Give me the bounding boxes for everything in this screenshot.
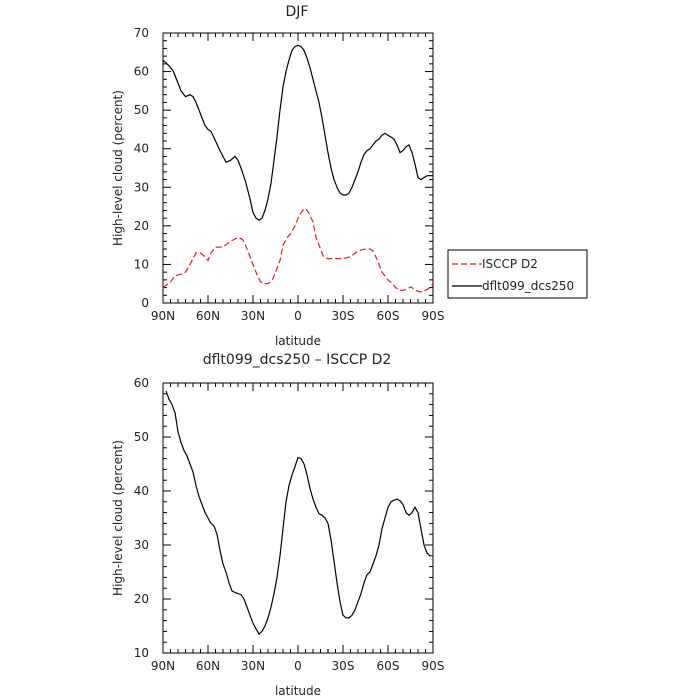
legend-label-model: dflt099_dcs250 [482, 279, 574, 293]
y-tick-label: 50 [134, 430, 149, 444]
y-tick-label: 20 [134, 219, 149, 233]
legend-label-isccp: ISCCP D2 [482, 257, 538, 271]
y-tick-label: 40 [134, 484, 149, 498]
series-layer [162, 44, 434, 293]
x-tick-label: 90N [151, 309, 175, 323]
x-tick-label: 60S [377, 309, 400, 323]
x-tick-label: 90S [422, 659, 445, 673]
y-tick-label: 60 [134, 65, 149, 79]
x-tick-label: 30S [332, 309, 355, 323]
chart-difference: dflt099_dcs250 – ISCCP D2 90N 60N 30N 0 30S 6… [111, 352, 444, 698]
y-tick-label: 70 [134, 26, 149, 40]
y-tick-labels: 0 10 20 30 40 50 60 70 [134, 26, 149, 310]
chart-djf: DJF 90N 60N 30N 0 30S 60S 90S 010203040506070 … [111, 4, 588, 348]
x-tick-labels: 90N 60N 30N 0 30S 60S 90S [151, 659, 445, 673]
x-tick-label: 30N [241, 309, 265, 323]
y-tick-label: 50 [134, 103, 149, 117]
y-tick-label: 20 [134, 592, 149, 606]
y-tick-label: 30 [134, 538, 149, 552]
ticks [162, 382, 434, 654]
x-tick-label: 0 [294, 659, 302, 673]
series-layer [165, 390, 431, 636]
y-tick-label: 60 [134, 376, 149, 390]
series-line-0 [165, 390, 431, 636]
y-tick-label: 0 [141, 296, 149, 310]
y-tick-label: 10 [134, 257, 149, 271]
ticks [162, 32, 434, 304]
y-axis-label: High-level cloud (percent) [111, 440, 125, 596]
y-axis-label: High-level cloud (percent) [111, 90, 125, 246]
y-tick-label: 30 [134, 180, 149, 194]
y-tick-label: 10 [134, 646, 149, 660]
x-tick-label: 60N [196, 659, 220, 673]
plot-frame [162, 382, 434, 654]
y-tick-labels: 10 20 30 40 50 60 [134, 376, 149, 660]
legend-box [447, 249, 588, 299]
chart-title: DJF [286, 4, 309, 20]
chart-title: dflt099_dcs250 – ISCCP D2 [203, 352, 392, 368]
x-tick-label: 30S [332, 659, 355, 673]
x-tick-label: 0 [294, 309, 302, 323]
x-tick-label: 60N [196, 309, 220, 323]
series-line-0 [162, 207, 434, 293]
x-tick-label: 30N [241, 659, 265, 673]
x-tick-label: 60S [377, 659, 400, 673]
x-axis-label: latitude [275, 684, 321, 698]
series-line-1 [162, 44, 433, 221]
y-tick-label: 40 [134, 142, 149, 156]
x-tick-label: 90N [151, 659, 175, 673]
x-axis-label: latitude [275, 334, 321, 348]
x-tick-label: 90S [422, 309, 445, 323]
plot-frame [162, 32, 434, 304]
x-tick-labels: 90N 60N 30N 0 30S 60S 90S [151, 309, 445, 323]
legend: ISCCP D2 dflt099_dcs250 [447, 249, 588, 299]
